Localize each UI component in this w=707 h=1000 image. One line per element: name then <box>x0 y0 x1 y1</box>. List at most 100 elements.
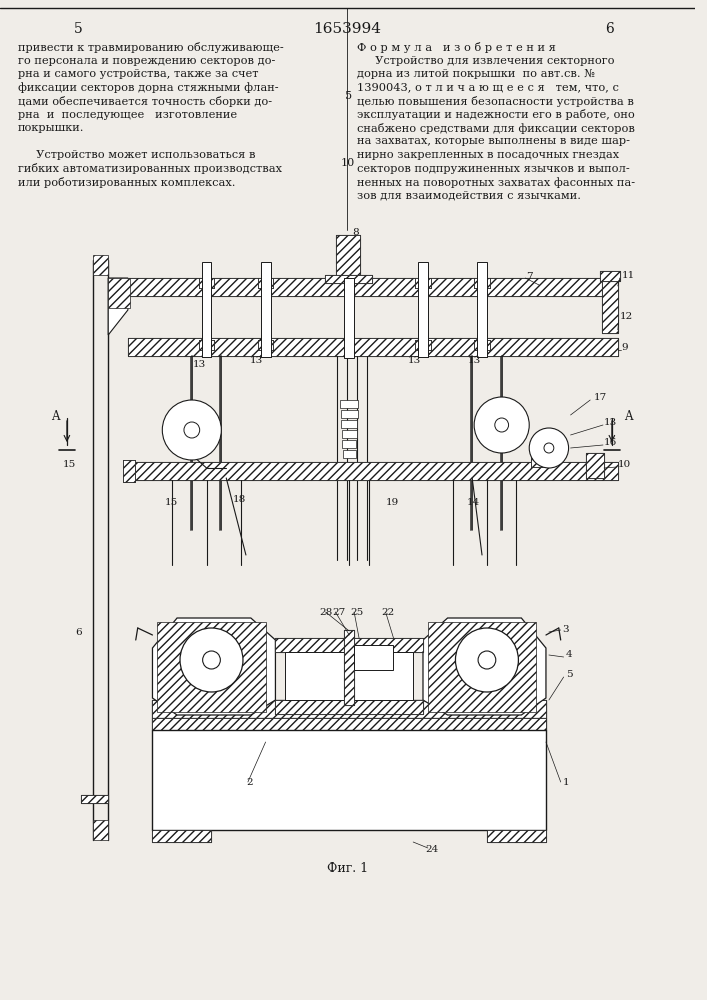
Circle shape <box>544 443 554 453</box>
Text: на захватах, которые выполнены в виде шар-: на захватах, которые выполнены в виде ша… <box>357 136 630 146</box>
Text: 3: 3 <box>563 625 569 634</box>
Bar <box>128 338 618 356</box>
Bar <box>487 830 546 842</box>
Bar <box>474 340 490 350</box>
Text: 6: 6 <box>75 628 81 637</box>
Bar <box>199 278 214 288</box>
Bar <box>285 652 413 700</box>
Text: дорна из литой покрышки  по авт.св. №: дорна из литой покрышки по авт.св. № <box>357 69 595 79</box>
Text: 13: 13 <box>604 418 617 427</box>
Bar <box>276 700 423 714</box>
Circle shape <box>474 397 530 453</box>
Bar <box>153 730 546 830</box>
Text: 13: 13 <box>408 356 421 365</box>
Bar <box>344 278 354 298</box>
Text: 15: 15 <box>165 498 178 507</box>
Text: гибких автоматизированных производствах: гибких автоматизированных производствах <box>18 163 281 174</box>
Text: снабжено средствами для фиксации секторов: снабжено средствами для фиксации секторо… <box>357 123 635 134</box>
Text: 10: 10 <box>341 158 356 168</box>
Text: 19: 19 <box>385 498 399 507</box>
Bar <box>201 262 211 357</box>
Bar <box>128 278 610 296</box>
Text: или роботизированных комплексах.: или роботизированных комплексах. <box>18 177 235 188</box>
Bar <box>477 262 487 357</box>
Bar <box>128 462 618 480</box>
Bar <box>586 453 604 478</box>
Text: го персонала и повреждению секторов до-: го персонала и повреждению секторов до- <box>18 55 275 66</box>
Bar <box>428 622 536 712</box>
Bar <box>354 645 394 670</box>
Bar <box>344 630 354 705</box>
Text: 22: 22 <box>382 608 395 617</box>
Text: 1: 1 <box>563 778 569 787</box>
Text: фиксации секторов дорна стяжными флан-: фиксации секторов дорна стяжными флан- <box>18 83 279 93</box>
Text: 13: 13 <box>193 360 206 369</box>
Bar <box>199 340 214 350</box>
Text: покрышки.: покрышки. <box>18 123 84 133</box>
Bar <box>258 278 274 288</box>
Bar <box>337 235 360 281</box>
Bar <box>153 718 546 730</box>
Bar <box>276 700 423 714</box>
Text: 14: 14 <box>467 498 481 507</box>
Text: рна  и  последующее   изготовление: рна и последующее изготовление <box>18 109 237 119</box>
Bar <box>81 795 108 803</box>
Text: целью повышения безопасности устройства в: целью повышения безопасности устройства … <box>357 96 634 107</box>
Circle shape <box>163 400 221 460</box>
Bar <box>93 820 108 840</box>
Text: 15: 15 <box>63 460 76 469</box>
Text: 1390043, о т л и ч а ю щ е е с я   тем, что, с: 1390043, о т л и ч а ю щ е е с я тем, чт… <box>357 83 619 93</box>
Text: 28: 28 <box>320 608 333 617</box>
Bar <box>602 278 618 333</box>
Bar <box>600 271 620 281</box>
Bar <box>325 275 372 283</box>
Text: 13: 13 <box>468 356 481 365</box>
Text: 11: 11 <box>621 271 635 280</box>
Bar <box>276 638 423 652</box>
Text: Устройство может использоваться в: Устройство может использоваться в <box>18 150 255 160</box>
Text: 18: 18 <box>233 495 246 504</box>
Bar <box>337 235 360 281</box>
Polygon shape <box>487 830 546 842</box>
Circle shape <box>478 651 496 669</box>
Bar <box>341 410 358 418</box>
Bar <box>415 340 431 350</box>
Text: 5: 5 <box>74 22 83 36</box>
Text: A: A <box>624 410 632 423</box>
Text: 1653994: 1653994 <box>313 22 381 36</box>
Bar <box>415 278 431 288</box>
Bar <box>108 278 130 308</box>
Bar <box>258 340 274 350</box>
Bar <box>344 278 354 358</box>
Text: зов для взаимодействия с язычками.: зов для взаимодействия с язычками. <box>357 190 581 200</box>
Bar <box>153 718 546 730</box>
Text: 24: 24 <box>425 845 438 854</box>
Circle shape <box>530 428 568 468</box>
Text: 2: 2 <box>246 778 252 787</box>
Bar <box>531 453 547 467</box>
Text: цами обеспечивается точность сборки до-: цами обеспечивается точность сборки до- <box>18 96 271 107</box>
Bar <box>341 420 357 428</box>
Bar <box>128 278 610 296</box>
Bar <box>474 278 490 288</box>
Bar <box>123 460 135 482</box>
Text: нирно закрепленных в посадочных гнездах: нирно закрепленных в посадочных гнездах <box>357 150 619 160</box>
Circle shape <box>203 651 221 669</box>
Bar <box>258 340 274 350</box>
Bar <box>474 340 490 350</box>
Bar <box>325 275 372 283</box>
Text: 25: 25 <box>350 608 363 617</box>
Bar <box>600 271 620 281</box>
Text: эксплуатации и надежности его в работе, оно: эксплуатации и надежности его в работе, … <box>357 109 635 120</box>
Text: 17: 17 <box>594 393 607 402</box>
Text: секторов подпружиненных язычков и выпол-: секторов подпружиненных язычков и выпол- <box>357 163 630 174</box>
Bar <box>261 335 271 357</box>
Bar <box>201 335 211 357</box>
Bar <box>474 278 490 288</box>
Text: 16: 16 <box>604 438 617 447</box>
Circle shape <box>180 628 243 692</box>
Polygon shape <box>423 618 546 715</box>
Bar <box>128 338 618 356</box>
Bar <box>199 340 214 350</box>
Text: 5: 5 <box>345 91 352 101</box>
